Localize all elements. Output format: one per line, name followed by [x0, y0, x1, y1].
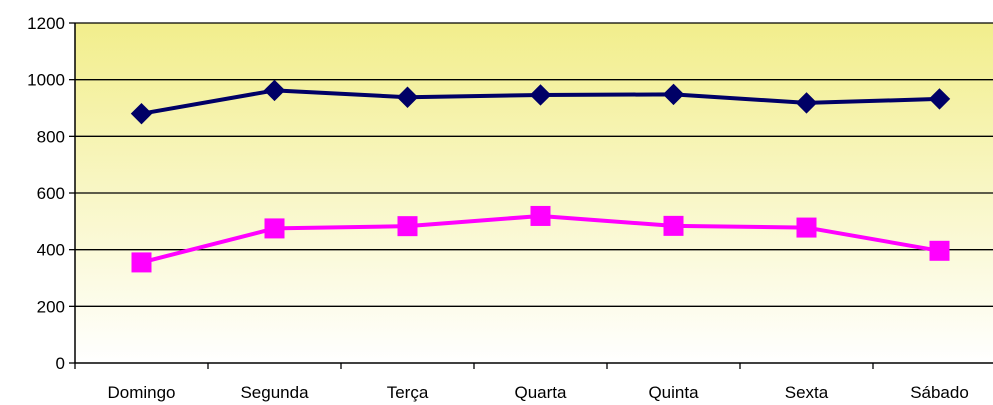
series-1-point [795, 92, 818, 114]
x-tick-label: Domingo [107, 383, 175, 402]
x-axis-tick-labels: Domingo Segunda Terça Quarta Quinta Sexta Sába… [107, 383, 968, 402]
x-tick-label: Terça [387, 383, 429, 402]
y-tick-label: 1200 [27, 14, 65, 33]
x-tick-label: Quarta [515, 383, 568, 402]
series-2-point [796, 217, 817, 238]
y-tick-label: 800 [37, 127, 65, 146]
series-1-point [263, 79, 286, 102]
gridlines [75, 22, 993, 307]
series-1-point [928, 88, 951, 110]
series-1-point [529, 84, 552, 106]
x-tick-label: Quinta [648, 383, 699, 402]
series-1-point [662, 83, 685, 106]
axes [69, 22, 993, 369]
y-tick-label: 0 [56, 354, 65, 373]
y-axis-tick-labels: 0 200 400 600 800 1000 1200 [27, 14, 65, 373]
y-tick-label: 400 [37, 241, 65, 260]
x-tick-label: Sábado [910, 383, 969, 402]
series-2-point [663, 215, 684, 236]
y-tick-label: 600 [37, 184, 65, 203]
series-1-point [130, 102, 153, 125]
series-2-point [264, 218, 285, 239]
series-layer [130, 79, 951, 273]
series-2-point [131, 252, 152, 273]
series-1-point [396, 86, 419, 108]
x-tick-label: Segunda [240, 383, 309, 402]
y-tick-label: 1000 [27, 71, 65, 90]
series-2-point [530, 205, 551, 226]
x-tick-label: Sexta [785, 383, 829, 402]
y-tick-label: 200 [37, 297, 65, 316]
series-2-point [397, 216, 418, 237]
series-2-point [929, 240, 950, 261]
